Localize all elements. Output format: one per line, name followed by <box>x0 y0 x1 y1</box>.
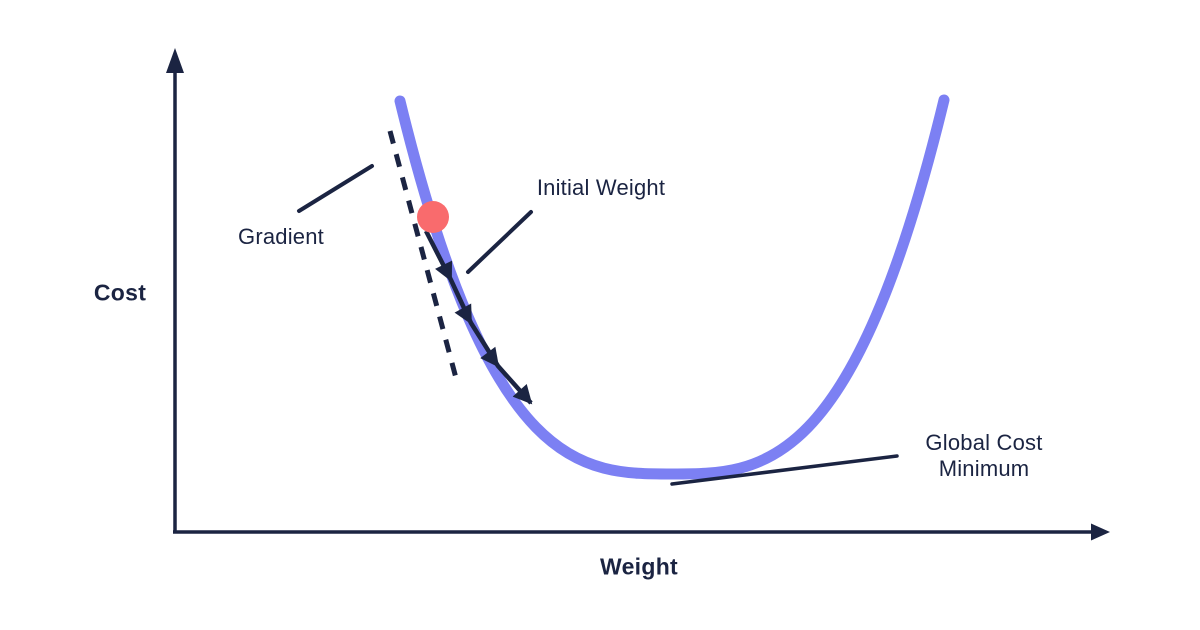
x-axis-arrowhead-icon <box>1091 523 1110 541</box>
y-axis-label: Cost <box>93 279 147 306</box>
gradient-tangent-dashed-line <box>387 130 459 379</box>
descent-step-arrows <box>423 229 533 405</box>
global-minimum-label-line2: Minimum <box>938 456 1030 481</box>
initial-weight-label: Initial Weight <box>536 175 666 200</box>
global-minimum-label-line1: Global Cost <box>925 430 1043 456</box>
cost-curve <box>394 94 950 480</box>
global-minimum-pointer-line <box>670 454 899 486</box>
gradient-pointer-line <box>297 164 374 213</box>
y-axis-arrowhead-icon <box>166 48 184 73</box>
initial-weight-pointer-line <box>466 210 533 274</box>
x-axis-label: Weight <box>599 553 679 580</box>
gradient-label: Gradient <box>238 224 324 249</box>
global-minimum-label: Global Cost Minimum <box>925 430 1042 482</box>
initial-weight-marker <box>417 201 449 233</box>
